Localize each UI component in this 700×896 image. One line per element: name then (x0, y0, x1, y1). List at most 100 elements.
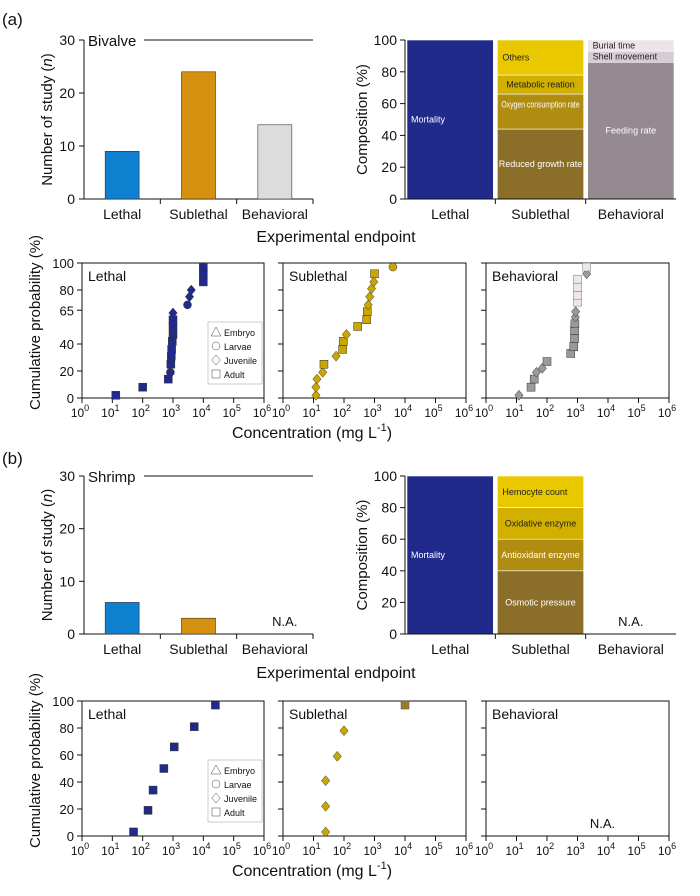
x-tick-exponent: 4 (407, 841, 412, 851)
y-axis-label: Composition (%) (354, 64, 371, 175)
y-tick-label: 100 (374, 32, 398, 48)
data-point-square (573, 291, 582, 300)
x-tick-exponent: 0 (84, 841, 89, 851)
x-tick-label: 102 (333, 841, 351, 858)
legend-label: Adult (224, 808, 245, 818)
data-point-square (159, 764, 169, 773)
x-tick-base: 10 (71, 844, 85, 858)
x-tick-label: 101 (302, 403, 320, 420)
x-tick-label: 105 (222, 841, 240, 858)
x-tick-base: 10 (424, 844, 438, 858)
data-point-circle (166, 368, 175, 377)
data-point-square (167, 345, 176, 354)
x-tick-base: 10 (222, 406, 236, 420)
x-category-label: Behavioral (242, 206, 308, 222)
data-point-diamond (321, 800, 331, 812)
bar-sublethal (181, 71, 216, 200)
data-point-square (573, 283, 582, 292)
segment-label: Mortality (411, 115, 446, 125)
x-tick-label: 101 (505, 841, 523, 858)
data-point-square (211, 369, 221, 379)
y-tick-label: 20 (59, 521, 75, 537)
x-tick-exponent: 5 (236, 841, 241, 851)
cumulative-chart-2: 100 101 102 103 104 105 106020406580100LethalE… (27, 235, 676, 442)
data-point-square (199, 262, 208, 272)
panel-title: Lethal (88, 706, 126, 722)
x-tick-label: 103 (566, 841, 584, 858)
cumulative-panel-lethal: 100 101 102 103 104 105 106020406080100LethalE… (52, 694, 271, 858)
data-point-diamond (365, 291, 375, 303)
y-tick-label: 100 (52, 256, 74, 271)
x-tick-base: 10 (363, 844, 377, 858)
data-point-square (370, 269, 379, 279)
data-point-diamond (363, 299, 373, 311)
x-category-label: Sublethal (169, 641, 227, 657)
x-axis-label-part: Concentration (mg L (232, 863, 377, 880)
x-tick-exponent: 4 (407, 403, 412, 413)
data-point-circle (388, 262, 398, 272)
x-axis-label-part: ) (387, 863, 392, 880)
x-tick-label: 106 (658, 841, 676, 858)
x-tick-exponent: 0 (488, 403, 493, 413)
segment-label: Hemocyte count (502, 487, 568, 497)
composition-chart-1: Mortality Lethal Reduced growth rate Oxygen… (354, 32, 676, 222)
x-tick-base: 10 (658, 406, 672, 420)
data-point-square (189, 722, 199, 731)
y-axis-label-part: ) (39, 53, 56, 58)
x-tick-exponent: 6 (671, 403, 676, 413)
x-tick-exponent: 2 (549, 403, 554, 413)
x-category-label: Behavioral (598, 206, 664, 222)
x-tick-exponent: 6 (468, 841, 473, 851)
x-tick-exponent: 5 (641, 841, 646, 851)
x-tick-label: 104 (597, 403, 615, 420)
x-axis-label: Experimental endpoint (256, 665, 416, 682)
x-axis-label-part: Concentration (mg L (232, 425, 377, 442)
segment-label: Others (502, 52, 530, 62)
y-tick-label: 60 (381, 96, 397, 112)
x-tick-base: 10 (505, 844, 519, 858)
y-tick-label: 65 (60, 303, 74, 318)
data-point-square (199, 277, 208, 287)
segment-reduced-growth-rate (497, 128, 584, 200)
segment-mortality (406, 475, 494, 635)
x-tick-base: 10 (455, 844, 469, 858)
x-tick-base: 10 (394, 844, 408, 858)
data-point-square (111, 391, 121, 400)
x-tick-exponent: 2 (346, 841, 351, 851)
y-tick-label: 80 (381, 500, 397, 516)
x-tick-label: 104 (192, 841, 210, 858)
x-tick-base: 10 (597, 406, 611, 420)
y-tick-label: 80 (60, 283, 74, 298)
x-tick-base: 10 (333, 406, 347, 420)
x-tick-exponent: 1 (316, 841, 321, 851)
data-point-square (526, 382, 536, 392)
x-axis-label: Concentration (mg L-1) (232, 860, 392, 880)
x-tick-exponent: 0 (84, 403, 89, 413)
x-tick-exponent: 1 (115, 403, 120, 413)
data-point-diamond (321, 775, 331, 787)
x-tick-label: 103 (162, 841, 180, 858)
segment-label: Oxygen consumption rate (501, 100, 579, 110)
segment-burial-time (587, 39, 675, 52)
x-tick-base: 10 (536, 406, 550, 420)
x-tick-label: 101 (101, 403, 119, 420)
x-tick-base: 10 (162, 406, 176, 420)
data-point-diamond (531, 366, 541, 378)
x-tick-base: 10 (333, 844, 347, 858)
x-tick-label: 102 (333, 403, 351, 420)
data-point-diamond (331, 350, 341, 362)
legend-label: Embryo (224, 766, 255, 776)
x-axis-label-part: ) (387, 425, 392, 442)
legend-label: Juvenile (224, 356, 257, 366)
legend-label: Larvae (224, 780, 252, 790)
y-tick-label: 60 (381, 531, 397, 547)
data-point-diamond (369, 276, 379, 288)
x-tick-label: 103 (162, 403, 180, 420)
x-tick-label: 104 (394, 403, 412, 420)
data-point-square (166, 360, 176, 369)
x-tick-label: 100 (475, 403, 493, 420)
x-tick-label: 101 (101, 841, 119, 858)
y-axis-label-part: ) (39, 489, 56, 494)
x-tick-exponent: 5 (236, 403, 241, 413)
y-tick-label: 0 (67, 829, 74, 844)
